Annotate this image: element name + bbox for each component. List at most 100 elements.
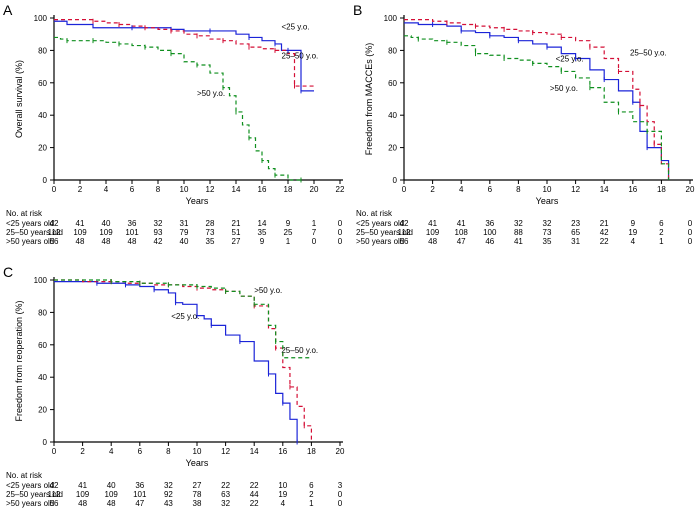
risk-row-label: >50 years old — [356, 237, 404, 246]
risk-cell: 42 — [50, 219, 59, 228]
svg-text:20: 20 — [686, 185, 695, 194]
svg-text:0: 0 — [393, 176, 398, 185]
risk-cell: 47 — [457, 237, 466, 246]
curve-annotation: <25 y.o. — [171, 312, 199, 321]
risk-cell: 21 — [600, 219, 609, 228]
svg-text:60: 60 — [388, 79, 397, 88]
svg-text:8: 8 — [166, 447, 171, 456]
svg-text:0: 0 — [402, 185, 407, 194]
risk-cell: 4 — [631, 237, 636, 246]
risk-cell: 22 — [221, 481, 230, 490]
plot-A: 0204060801000246810121416182022YearsOver… — [0, 0, 350, 250]
svg-text:16: 16 — [628, 185, 637, 194]
svg-text:20: 20 — [38, 144, 47, 153]
risk-cell: 32 — [543, 219, 552, 228]
svg-text:40: 40 — [38, 111, 47, 120]
plot-B: 02040608010002468101214161820YearsFreedo… — [350, 0, 700, 250]
risk-cell: 65 — [571, 228, 580, 237]
svg-text:80: 80 — [38, 46, 47, 55]
svg-text:100: 100 — [34, 276, 48, 285]
svg-text:10: 10 — [180, 185, 189, 194]
risk-cell: 48 — [428, 237, 437, 246]
xlabel: Years — [186, 458, 209, 468]
ylabel: Overall survival (%) — [14, 60, 24, 138]
risk-cell: 56 — [400, 237, 409, 246]
risk-header: No. at risk — [6, 471, 43, 480]
risk-header: No. at risk — [6, 209, 43, 218]
svg-text:8: 8 — [156, 185, 161, 194]
risk-cell: 78 — [193, 490, 202, 499]
curve-annotation: >50 y.o. — [550, 84, 578, 93]
svg-text:2: 2 — [78, 185, 83, 194]
xlabel: Years — [536, 196, 559, 206]
risk-cell: 109 — [73, 228, 87, 237]
curve-gt50 — [54, 37, 301, 180]
svg-text:40: 40 — [388, 111, 397, 120]
risk-cell: 7 — [312, 228, 317, 237]
risk-cell: 109 — [76, 490, 90, 499]
curve-lt25 — [404, 23, 669, 180]
risk-cell: 4 — [281, 499, 286, 508]
risk-cell: 56 — [50, 499, 59, 508]
risk-cell: 31 — [180, 219, 189, 228]
svg-text:6: 6 — [130, 185, 135, 194]
risk-cell: 100 — [483, 228, 497, 237]
svg-text:22: 22 — [336, 185, 345, 194]
svg-text:0: 0 — [43, 176, 48, 185]
curve-annotation: <25 y.o. — [556, 55, 584, 64]
risk-cell: 41 — [78, 481, 87, 490]
risk-cell: 63 — [221, 490, 230, 499]
svg-text:0: 0 — [43, 438, 48, 447]
risk-cell: 27 — [232, 237, 241, 246]
risk-row-label: <25 years old — [6, 219, 54, 228]
figure-root: A0204060801000246810121416182022YearsOve… — [0, 0, 700, 523]
risk-cell: 1 — [659, 237, 664, 246]
svg-text:4: 4 — [109, 447, 114, 456]
risk-cell: 9 — [286, 219, 291, 228]
curve-annotation: 25–50 y.o. — [281, 346, 318, 355]
svg-text:18: 18 — [657, 185, 666, 194]
risk-cell: 0 — [688, 237, 693, 246]
risk-cell: 48 — [107, 499, 116, 508]
risk-cell: 35 — [206, 237, 215, 246]
risk-cell: 46 — [485, 237, 494, 246]
risk-cell: 19 — [628, 228, 637, 237]
risk-cell: 48 — [76, 237, 85, 246]
svg-text:60: 60 — [38, 341, 47, 350]
risk-row-label: <25 years old — [356, 219, 404, 228]
panel-B: B02040608010002468101214161820YearsFreed… — [350, 0, 700, 250]
curve-annotation: <25 y.o. — [282, 22, 310, 31]
risk-cell: 35 — [258, 228, 267, 237]
svg-text:40: 40 — [38, 373, 47, 382]
risk-cell: 32 — [514, 219, 523, 228]
svg-text:20: 20 — [38, 406, 47, 415]
risk-cell: 73 — [206, 228, 215, 237]
risk-cell: 92 — [164, 490, 173, 499]
risk-cell: 41 — [457, 219, 466, 228]
risk-cell: 32 — [164, 481, 173, 490]
risk-cell: 0 — [338, 490, 343, 499]
svg-text:8: 8 — [516, 185, 521, 194]
risk-cell: 9 — [631, 219, 636, 228]
svg-text:80: 80 — [388, 46, 397, 55]
risk-cell: 22 — [250, 499, 259, 508]
svg-text:12: 12 — [571, 185, 580, 194]
risk-cell: 10 — [278, 481, 287, 490]
risk-cell: 41 — [428, 219, 437, 228]
svg-text:12: 12 — [206, 185, 215, 194]
risk-cell: 0 — [312, 237, 317, 246]
risk-header: No. at risk — [356, 209, 393, 218]
risk-cell: 1 — [312, 219, 317, 228]
svg-text:2: 2 — [80, 447, 85, 456]
risk-cell: 109 — [426, 228, 440, 237]
risk-cell: 51 — [232, 228, 241, 237]
svg-text:0: 0 — [52, 447, 57, 456]
risk-cell: 40 — [102, 219, 111, 228]
svg-text:60: 60 — [38, 79, 47, 88]
risk-cell: 25 — [284, 228, 293, 237]
risk-cell: 6 — [309, 481, 314, 490]
svg-text:100: 100 — [34, 14, 48, 23]
svg-text:6: 6 — [138, 447, 143, 456]
risk-cell: 40 — [107, 481, 116, 490]
svg-text:4: 4 — [459, 185, 464, 194]
